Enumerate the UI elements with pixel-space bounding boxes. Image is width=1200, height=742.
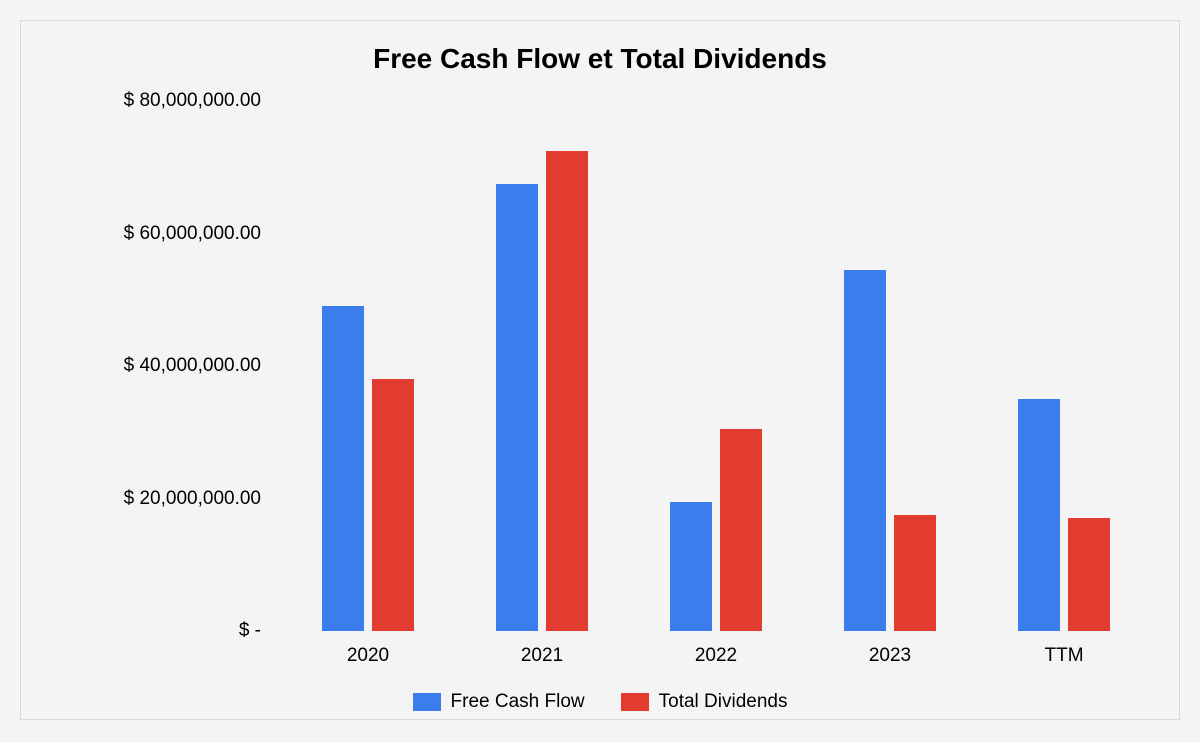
y-axis-tick-label: $ - <box>239 620 261 642</box>
legend-swatch <box>413 693 441 711</box>
bar <box>1018 399 1060 631</box>
bar <box>322 306 364 631</box>
legend-item: Free Cash Flow <box>413 691 585 713</box>
legend-swatch <box>621 693 649 711</box>
bar <box>546 151 588 631</box>
x-axis-tick-label: 2022 <box>695 645 737 667</box>
legend-label: Total Dividends <box>659 691 788 713</box>
bar <box>844 270 886 631</box>
bar <box>720 429 762 631</box>
bar <box>1068 518 1110 631</box>
plot-area: $ -$ 20,000,000.00$ 40,000,000.00$ 60,00… <box>281 101 1151 631</box>
legend: Free Cash Flow Total Dividends <box>21 691 1179 713</box>
legend-label: Free Cash Flow <box>451 691 585 713</box>
chart-title: Free Cash Flow et Total Dividends <box>21 43 1179 75</box>
x-axis-tick-label: TTM <box>1044 645 1083 667</box>
y-axis-tick-label: $ 40,000,000.00 <box>124 355 261 377</box>
y-axis-tick-label: $ 80,000,000.00 <box>124 90 261 112</box>
bar <box>496 184 538 631</box>
legend-item: Total Dividends <box>621 691 788 713</box>
chart-frame: Free Cash Flow et Total Dividends $ -$ 2… <box>20 20 1180 720</box>
y-axis-tick-label: $ 60,000,000.00 <box>124 223 261 245</box>
x-axis-tick-label: 2023 <box>869 645 911 667</box>
bar <box>670 502 712 631</box>
x-axis-tick-label: 2021 <box>521 645 563 667</box>
x-axis-tick-label: 2020 <box>347 645 389 667</box>
bar <box>372 379 414 631</box>
y-axis-tick-label: $ 20,000,000.00 <box>124 488 261 510</box>
bar <box>894 515 936 631</box>
